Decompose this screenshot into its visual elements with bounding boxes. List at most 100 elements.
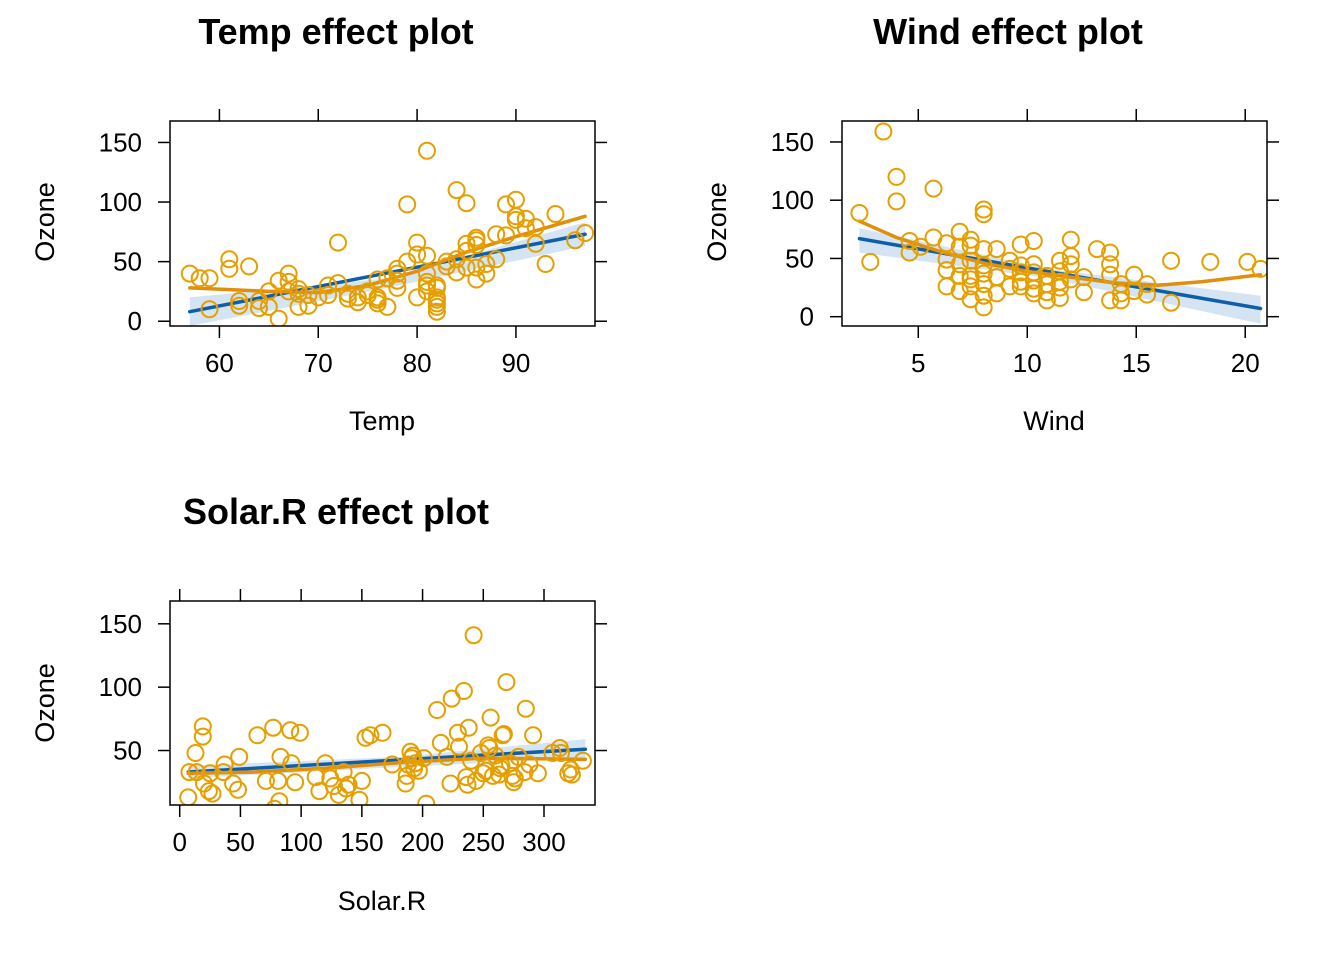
wind-data-point [1101, 265, 1120, 284]
temp-data-point [230, 292, 249, 310]
solar-data-point [179, 788, 198, 805]
solar-data-point [493, 726, 512, 745]
solar-data-point [516, 699, 535, 718]
temp-data-point [398, 195, 417, 214]
wind-x-tick-label: 10 [1013, 348, 1042, 378]
solar-y-axis-label: Ozone [30, 663, 60, 743]
solar-data-point [201, 764, 220, 783]
temp-data-point [309, 288, 328, 307]
temp-data-point [388, 271, 407, 290]
wind-data-point [974, 298, 993, 317]
temp-data-point [299, 286, 318, 304]
temp-y-tick-label: 50 [113, 247, 142, 277]
temp-y-axis-label: Ozone [30, 182, 60, 262]
temp-data-point [180, 264, 199, 283]
solar-data-point [264, 718, 283, 737]
temp-data-point [338, 289, 357, 308]
wind-data-point [850, 204, 869, 222]
solar-data-point [337, 779, 356, 798]
temp-data-point [467, 258, 486, 277]
temp-fit-line [188, 232, 587, 314]
solar-fit-line [186, 747, 588, 774]
solar-data-point [270, 792, 289, 805]
temp-data-point [497, 195, 515, 214]
solar-data-point [457, 768, 476, 787]
wind-plot-title: Wind effect plot [873, 11, 1143, 52]
temp-data-point [457, 258, 476, 277]
wind-data-point [924, 179, 943, 198]
solar-x-axis-label: Solar.R [338, 886, 427, 916]
solar-data-point [497, 673, 516, 692]
temp-data-point [418, 246, 436, 265]
wind-data-point [1024, 271, 1043, 290]
wind-data-point [1011, 235, 1030, 254]
solar-plot-frame [169, 600, 596, 806]
wind-data-point [900, 243, 919, 262]
wind-y-tick-label: 150 [771, 127, 814, 157]
wind-data-point [1101, 255, 1120, 274]
wind-data-point [950, 255, 969, 274]
solar-data-point [350, 790, 369, 805]
solar-data-point [282, 754, 301, 773]
wind-data-point [961, 230, 980, 249]
temp-data-point [329, 233, 347, 252]
solar-data-point [266, 799, 283, 805]
temp-x-tick-label: 60 [205, 348, 234, 378]
solar-effect-panel: Solar.R effect plot Solar.R Ozone 0 50 100… [30, 491, 607, 916]
wind-data-point [1050, 251, 1069, 270]
solar-data-point [281, 721, 300, 740]
temp-data-point [279, 264, 298, 283]
temp-data-point [526, 234, 545, 253]
solar-data-point [448, 723, 467, 742]
wind-data-point [1101, 243, 1120, 262]
wind-loess-smooth [857, 219, 1263, 287]
solar-x-tick-label: 300 [522, 827, 565, 857]
wind-data-point [950, 222, 969, 241]
temp-regression-line [188, 232, 587, 314]
temp-data-point [200, 300, 219, 319]
wind-data-point [1251, 259, 1267, 278]
wind-data-point [987, 240, 1006, 259]
solar-data-point [505, 769, 524, 788]
temp-data-point [546, 205, 565, 223]
temp-data-point [526, 218, 545, 237]
solar-data-point [459, 718, 478, 737]
solar-data-point [286, 773, 305, 792]
solar-data-point [528, 764, 547, 783]
solar-data-point [324, 777, 343, 795]
temp-data-point [250, 292, 268, 310]
solar-data-point [562, 765, 581, 784]
temp-data-point [319, 286, 338, 304]
solar-x-tick-label: 0 [172, 827, 186, 857]
temp-data-point [467, 236, 486, 254]
wind-data-point [937, 277, 956, 296]
solar-data-point [503, 766, 522, 785]
wind-data-point [1061, 247, 1080, 266]
solar-data-point [552, 744, 570, 762]
temp-x-tick-label: 70 [304, 348, 333, 378]
solar-x-tick-label: 200 [401, 827, 444, 857]
solar-data-point [481, 708, 500, 727]
wind-data-point [911, 237, 930, 256]
solar-data-point [437, 747, 456, 766]
temp-y-tick-label: 150 [99, 127, 142, 157]
solar-data-point [290, 723, 309, 742]
temp-y-tick-label: 0 [128, 306, 142, 336]
temp-data-point [240, 257, 259, 276]
temp-data-point [220, 250, 239, 269]
solar-data-point [403, 746, 422, 765]
solar-data-point [494, 725, 513, 743]
solar-y-tick-label: 50 [113, 736, 142, 766]
temp-data-point [269, 309, 288, 326]
temp-data-point [388, 264, 407, 283]
wind-y-tick-label: 50 [785, 243, 814, 273]
temp-data-point [418, 141, 436, 160]
solar-data-point [203, 784, 222, 803]
wind-data-point [900, 232, 919, 250]
temp-data-point [408, 245, 427, 264]
solar-data-point [458, 775, 477, 794]
solar-data-point [193, 717, 212, 736]
temp-data-point [427, 278, 446, 297]
temp-axes: 60 70 80 90 0 50 100 150 [99, 109, 607, 378]
temp-y-tick-label: 100 [99, 187, 142, 217]
